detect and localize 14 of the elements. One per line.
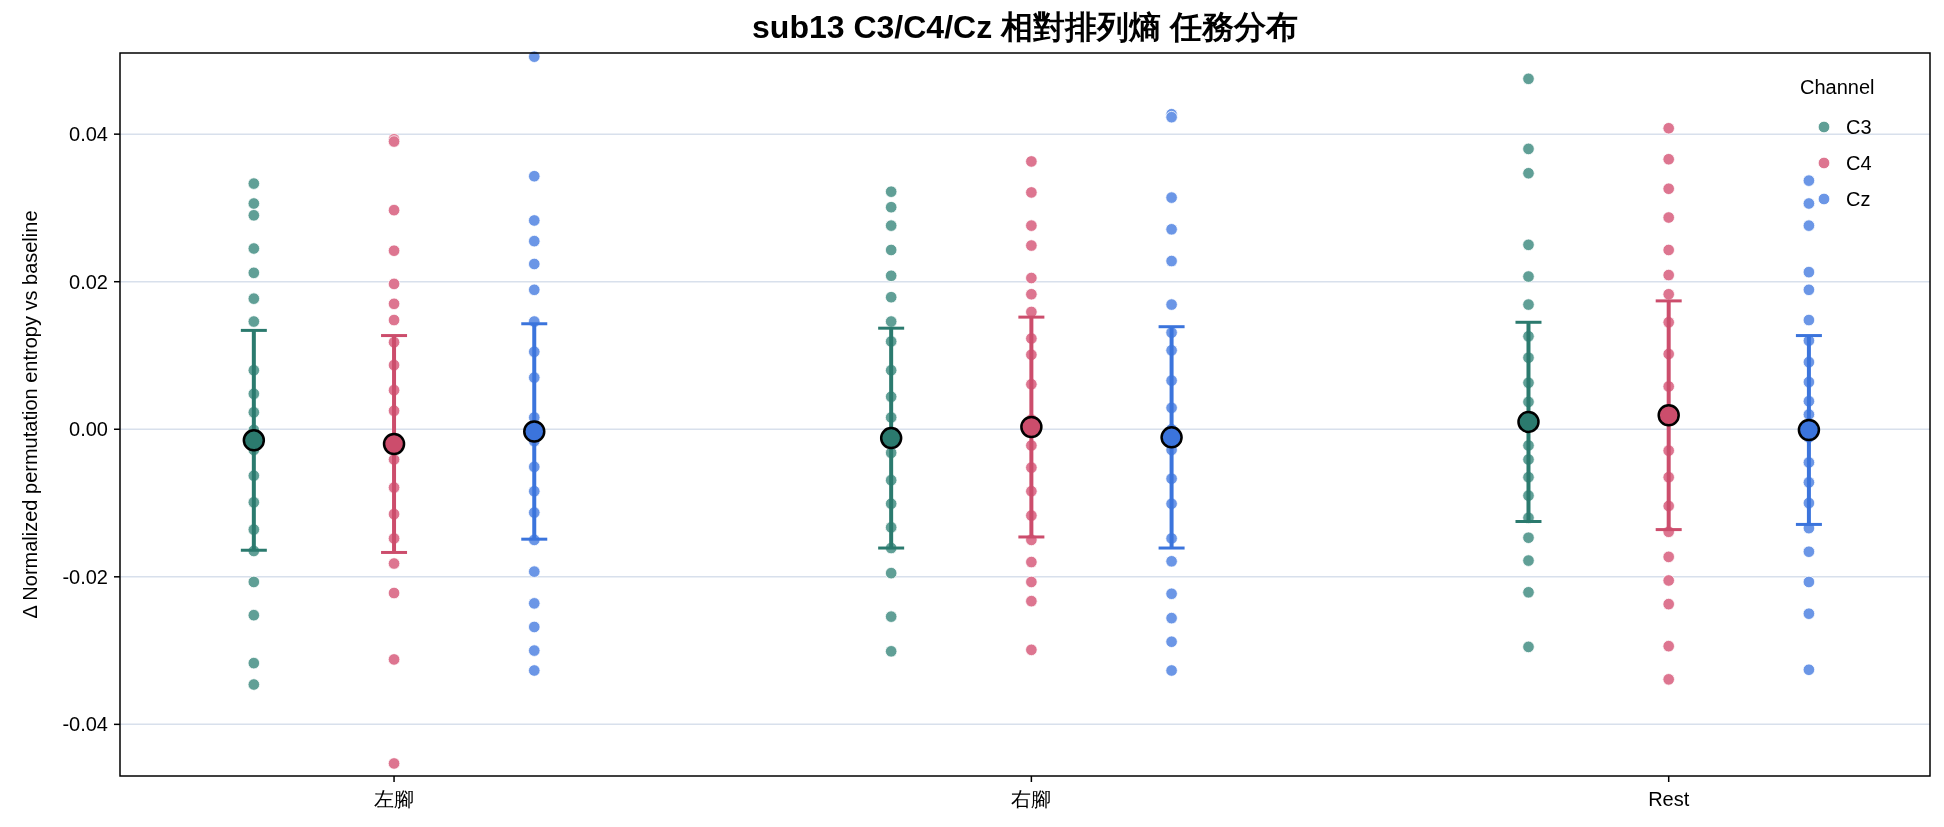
y-tick-label: 0.04 — [69, 123, 108, 146]
y-tick-label: -0.04 — [62, 713, 108, 736]
y-tick-label: -0.02 — [62, 565, 108, 588]
x-tick-label: 左腳 — [374, 788, 415, 810]
legend-title: Channel — [1800, 76, 1875, 98]
y-tick-label: 0.02 — [69, 270, 108, 293]
legend-label: C3 — [1846, 116, 1872, 138]
chart-title: sub13 C3/C4/Cz 相對排列熵 任務分布 — [752, 9, 1298, 45]
x-tick-label: Rest — [1648, 788, 1690, 810]
x-tick-label: 右腳 — [1011, 788, 1052, 810]
legend-label: C4 — [1846, 152, 1872, 174]
y-axis-title: Δ Normalized permutation entropy vs baseline — [19, 210, 41, 619]
legend-label: Cz — [1846, 188, 1871, 210]
y-tick-label: 0.00 — [69, 418, 108, 441]
